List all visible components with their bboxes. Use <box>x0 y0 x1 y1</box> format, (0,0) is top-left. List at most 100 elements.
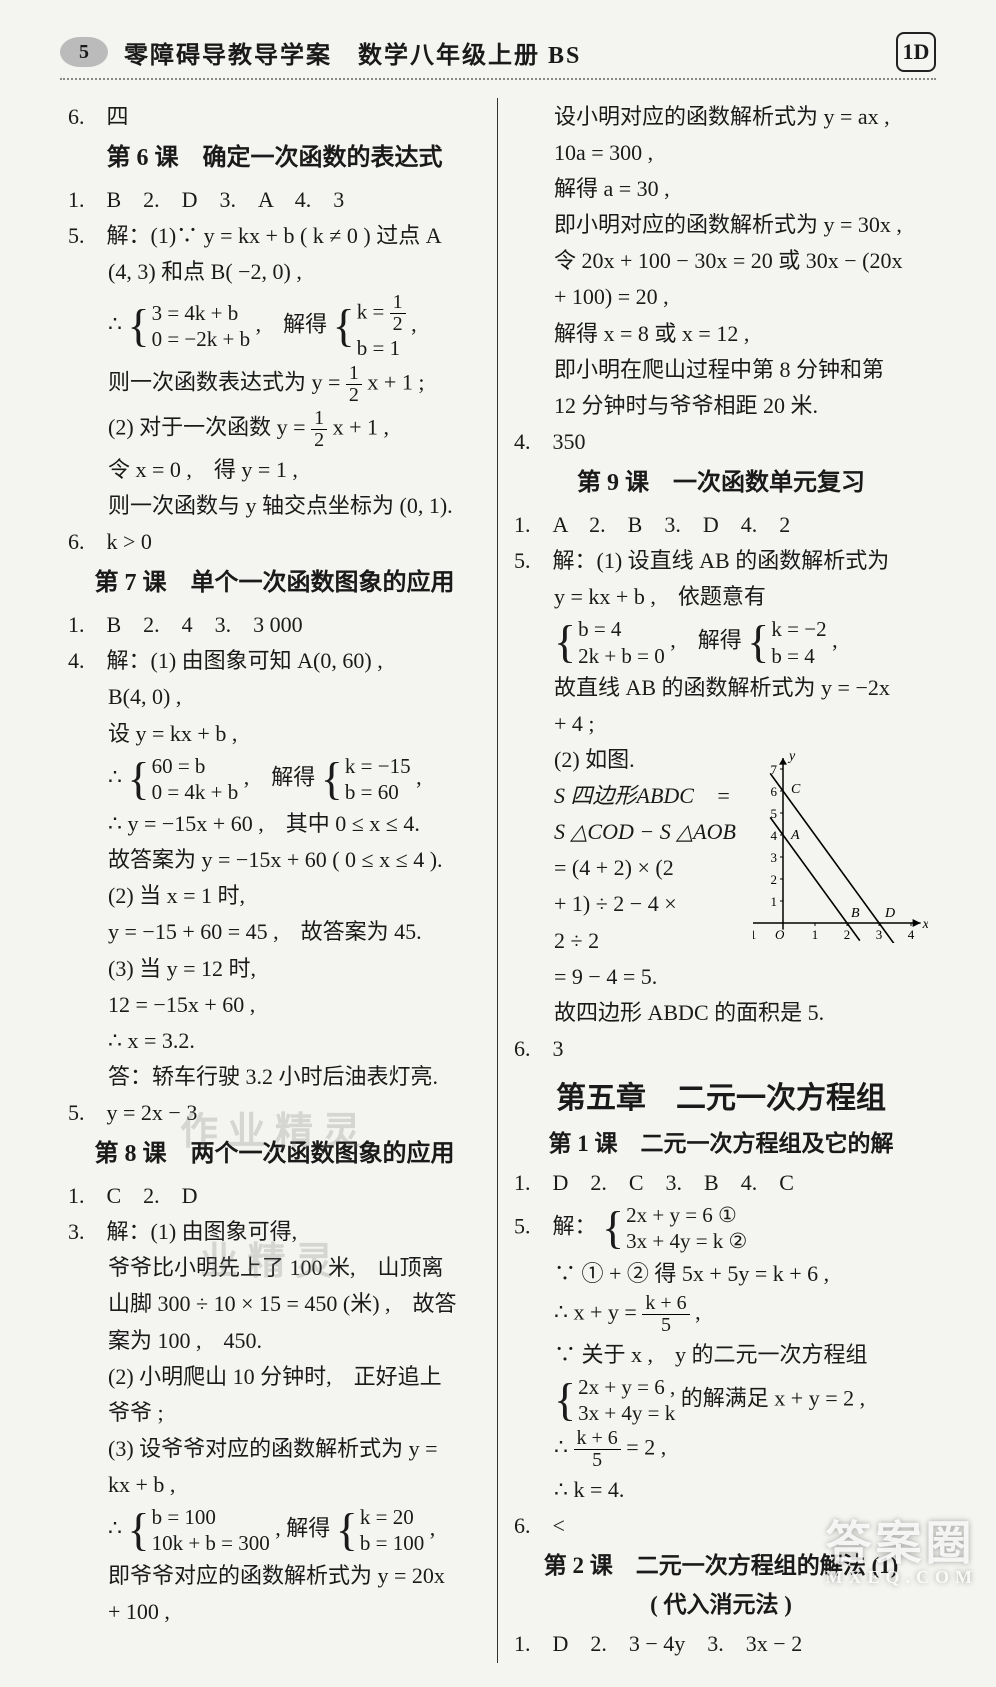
r-c: 解得 a = 30 , <box>514 172 928 206</box>
chapter-5-title: 第五章 二元一次方程组 <box>514 1076 928 1123</box>
l6-6: 6. k > 0 <box>68 525 481 559</box>
l6-5g: 则一次函数与 y 轴交点坐标为 (0, 1). <box>68 489 481 523</box>
l9-5m: 故四边形 ABDC 的面积是 5. <box>514 996 928 1030</box>
watermark-bottom: 答案圈 MXEQ.COM <box>826 1507 978 1588</box>
l8-3g: (3) 设爷爷对应的函数解析式为 y = <box>68 1432 481 1466</box>
l8-1: 1. C 2. D <box>68 1179 481 1213</box>
sys1b: 0 = −2k + b <box>152 326 251 352</box>
l8-3f: 爷爷 ; <box>68 1396 481 1430</box>
section-9-title: 第 9 课 一次函数单元复习 <box>514 465 928 502</box>
page-number-badge: 5 <box>60 37 108 67</box>
graph-abdc: 1234567-11234OxyABCD <box>753 743 928 943</box>
lesson-5-2-title-b: ( 代入消元法 ) <box>514 1587 928 1623</box>
r-g: 解得 x = 8 或 x = 12 , <box>514 317 928 351</box>
header-title: 零障碍导教导学案 数学八年级上册 BS <box>124 35 581 70</box>
l7-1: 1. B 2. 4 3. 3 000 <box>68 608 481 642</box>
svg-text:D: D <box>884 906 895 921</box>
sys1a: 3 = 4k + b <box>152 300 251 326</box>
right-column: 设小明对应的函数解析式为 y = ax , 10a = 300 , 解得 a =… <box>498 98 936 1663</box>
lesson-5-1-title: 第 1 课 二元一次方程组及它的解 <box>514 1126 928 1162</box>
svg-text:6: 6 <box>771 784 778 799</box>
svg-text:C: C <box>791 782 801 797</box>
l8-3b: 爷爷比小明先上了 100 米, 山顶离 <box>68 1251 481 1285</box>
sys1r2: b = 1 <box>357 335 406 361</box>
section-7-title: 第 7 课 单个一次函数图象的应用 <box>68 565 481 602</box>
publisher-logo-icon: 1D <box>896 32 936 72</box>
r-f: + 100) = 20 , <box>514 280 928 314</box>
c1-5e: {2x + y = 6 ,3x + 4y = k 的解满足 x + y = 2 … <box>514 1374 928 1427</box>
l6-5f: 令 x = 0 , 得 y = 1 , <box>68 453 481 487</box>
left-column: 6. 四 第 6 课 确定一次函数的表达式 1. B 2. D 3. A 4. … <box>60 98 498 1663</box>
section-6-title: 第 6 课 确定一次函数的表达式 <box>68 140 481 177</box>
l8-3h: kx + b , <box>68 1468 481 1502</box>
l6-5b: (4, 3) 和点 B( −2, 0) , <box>68 255 481 289</box>
ans-6: 6. 四 <box>68 100 481 134</box>
c2-1: 1. D 2. 3 − 4y 3. 3x − 2 <box>514 1627 928 1661</box>
c1-5f: ∴ k + 65 = 2 , <box>514 1428 928 1471</box>
svg-text:2: 2 <box>844 927 851 942</box>
l9-1: 1. A 2. B 3. D 4. 2 <box>514 508 928 542</box>
l9-5d: 故直线 AB 的函数解析式为 y = −2x <box>514 671 928 705</box>
svg-text:1: 1 <box>812 927 819 942</box>
page-header: 5 零障碍导教导学案 数学八年级上册 BS 1D <box>60 32 936 80</box>
c1-1: 1. D 2. C 3. B 4. C <box>514 1166 928 1200</box>
l7-4e: ∴ y = −15x + 60 , 其中 0 ≤ x ≤ 4. <box>68 807 481 841</box>
l7-4k: ∴ x = 3.2. <box>68 1024 481 1058</box>
l7-4j: 12 = −15x + 60 , <box>68 988 481 1022</box>
l7-4a: 4. 解：(1) 由图象可知 A(0, 60) , <box>68 644 481 678</box>
l6-line1: 1. B 2. D 3. A 4. 3 <box>68 183 481 217</box>
l6-5c: ∴ {3 = 4k + b0 = −2k + b , 解得 { k = 12 b… <box>68 292 481 361</box>
svg-text:A: A <box>790 828 800 843</box>
c1-5g: ∴ k = 4. <box>514 1473 928 1507</box>
svg-text:x: x <box>922 917 928 932</box>
l7-4c: 设 y = kx + b , <box>68 717 481 751</box>
l6-5c-mid: , 解得 <box>256 311 328 336</box>
l9-5b: y = kx + b , 依题意有 <box>514 580 928 614</box>
c1-5d: ∵ 关于 x , y 的二元一次方程组 <box>514 1338 928 1372</box>
l8-3j: 即爷爷对应的函数解析式为 y = 20x <box>68 1559 481 1593</box>
l7-4i: (3) 当 y = 12 时, <box>68 952 481 986</box>
svg-text:B: B <box>851 906 860 921</box>
svg-text:1: 1 <box>771 894 778 909</box>
l9-5c: {b = 42k + b = 0 , 解得 {k = −2b = 4 , <box>514 616 928 669</box>
l7-4g: (2) 当 x = 1 时, <box>68 879 481 913</box>
l7-4l: 答：轿车行驶 3.2 小时后油表灯亮. <box>68 1060 481 1094</box>
content-columns: 6. 四 第 6 课 确定一次函数的表达式 1. B 2. D 3. A 4. … <box>60 98 936 1663</box>
l6-5c-pre: ∴ <box>108 311 128 336</box>
c1-5a: 5. 解： {2x + y = 6 ①3x + 4y = k ② <box>514 1202 928 1255</box>
l8-3d: 案为 100 , 450. <box>68 1324 481 1358</box>
r-4: 4. 350 <box>514 425 928 459</box>
l9-5l: = 9 − 4 = 5. <box>514 960 928 994</box>
l7-4b: B(4, 0) , <box>68 680 481 714</box>
r-e: 令 20x + 100 − 30x = 20 或 30x − (20x <box>514 244 928 278</box>
svg-text:2: 2 <box>771 872 778 887</box>
l9-5e: + 4 ; <box>514 707 928 741</box>
l7-4h: y = −15 + 60 = 45 , 故答案为 45. <box>68 915 481 949</box>
section-8-title: 第 8 课 两个一次函数图象的应用 <box>68 1136 481 1173</box>
l6-5e: (2) 对于一次函数 y = 12 x + 1 , <box>68 408 481 451</box>
r-a: 设小明对应的函数解析式为 y = ax , <box>514 100 928 134</box>
l8-3a: 3. 解：(1) 由图象可得, <box>68 1215 481 1249</box>
r-i: 12 分钟时与爷爷相距 20 米. <box>514 389 928 423</box>
svg-text:3: 3 <box>876 927 883 942</box>
svg-text:4: 4 <box>771 828 778 843</box>
l8-3c: 山脚 300 ÷ 10 × 15 = 450 (米) , 故答 <box>68 1287 481 1321</box>
l6-5a: 5. 解：(1)∵ y = kx + b ( k ≠ 0 ) 过点 A <box>68 219 481 253</box>
l9-6: 6. 3 <box>514 1032 928 1066</box>
l7-5: 5. y = 2x − 3 <box>68 1096 481 1130</box>
c1-5c: ∴ x + y = k + 65 , <box>514 1293 928 1336</box>
svg-text:y: y <box>787 749 796 764</box>
r-b: 10a = 300 , <box>514 136 928 170</box>
l9-5a: 5. 解：(1) 设直线 AB 的函数解析式为 <box>514 544 928 578</box>
l6-5d: 则一次函数表达式为 y = 12 x + 1 ; <box>68 363 481 406</box>
svg-text:O: O <box>775 927 785 942</box>
r-h: 即小明在爬山过程中第 8 分钟和第 <box>514 353 928 387</box>
svg-text:3: 3 <box>771 850 778 865</box>
l7-4f: 故答案为 y = −15x + 60 ( 0 ≤ x ≤ 4 ). <box>68 843 481 877</box>
svg-text:4: 4 <box>908 927 915 942</box>
svg-text:-1: -1 <box>753 927 756 942</box>
sys1r1: k = 12 <box>357 292 406 335</box>
l8-3e: (2) 小明爬山 10 分钟时, 正好追上 <box>68 1360 481 1394</box>
l7-4d: ∴ {60 = b0 = 4k + b , 解得 {k = −15b = 60 … <box>68 753 481 806</box>
l8-3i: ∴ {b = 10010k + b = 300 , 解得 {k = 20b = … <box>68 1504 481 1557</box>
